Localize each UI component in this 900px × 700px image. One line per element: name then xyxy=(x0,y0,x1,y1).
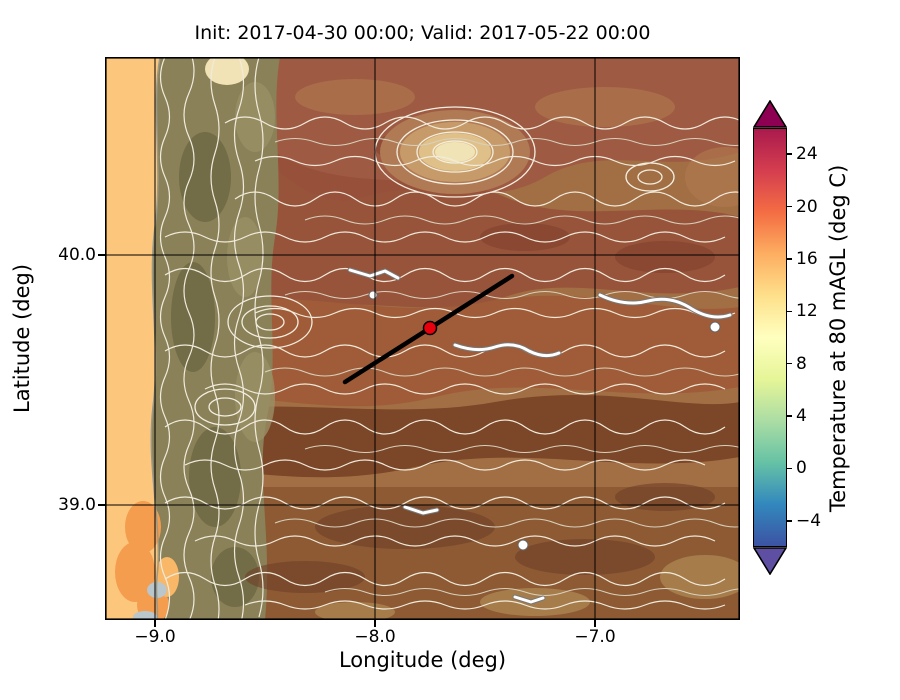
secondary-contour-lines xyxy=(264,138,740,596)
colorbar-tick-label: 4 xyxy=(796,406,807,426)
colorbar-extend-bottom-shape xyxy=(753,547,787,575)
y-tick-mark xyxy=(98,254,105,256)
x-tick-mark xyxy=(154,620,156,627)
peak-contours xyxy=(194,106,675,426)
colorbar-tick-label: 16 xyxy=(796,249,818,269)
plot-title: Init: 2017-04-30 00:00; Valid: 2017-05-2… xyxy=(194,22,651,44)
colorbar-tick-mark xyxy=(787,415,792,417)
colorbar-tick-mark xyxy=(787,520,792,522)
y-tick-mark xyxy=(98,504,105,506)
x-tick-mark xyxy=(374,620,376,627)
colorbar-tick-label: 20 xyxy=(796,197,818,217)
y-tick-label: 39.0 xyxy=(58,495,96,515)
colorbar-tick-label: 24 xyxy=(796,144,818,164)
colorbar-extend-top xyxy=(753,100,787,128)
colorbar-tick-mark xyxy=(787,258,792,260)
x-tick-mark xyxy=(594,620,596,627)
colorbar-extend-bottom xyxy=(753,547,787,575)
contour-lines xyxy=(159,57,740,620)
x-tick-label: −7.0 xyxy=(574,627,616,647)
colorbar-tick-mark xyxy=(787,467,792,470)
location-marker xyxy=(422,320,438,336)
colorbar-tick-label: −4 xyxy=(796,511,822,531)
plot-border xyxy=(105,57,740,620)
colorbar-tick-mark xyxy=(787,362,792,365)
x-tick-label: −9.0 xyxy=(134,627,176,647)
colorbar-extend-top-shape xyxy=(753,100,787,128)
ocean-region xyxy=(105,57,179,620)
colorbar: 24 20 16 12 8 4 0 −4 xyxy=(753,100,821,577)
grid-lines xyxy=(105,57,740,620)
y-axis-label: Latitude (deg) xyxy=(10,263,34,414)
colorbar-tick-mark xyxy=(787,205,792,208)
colorbar-tick-label: 0 xyxy=(796,458,807,478)
x-tick-label: −8.0 xyxy=(354,627,396,647)
colorbar-label: Temperature at 80 mAGL (deg C) xyxy=(826,164,850,513)
colorbar-tick-mark xyxy=(787,153,792,155)
map-plot xyxy=(105,57,740,620)
colorbar-tick-label: 8 xyxy=(796,354,807,374)
colorbar-body xyxy=(753,128,787,547)
water-features xyxy=(347,267,733,605)
colorbar-tick-label: 12 xyxy=(796,301,818,321)
y-tick-label: 40.0 xyxy=(58,245,96,265)
colorbar-tick-mark xyxy=(787,310,792,313)
map-canvas xyxy=(105,57,740,620)
x-axis-label: Longitude (deg) xyxy=(338,648,507,672)
